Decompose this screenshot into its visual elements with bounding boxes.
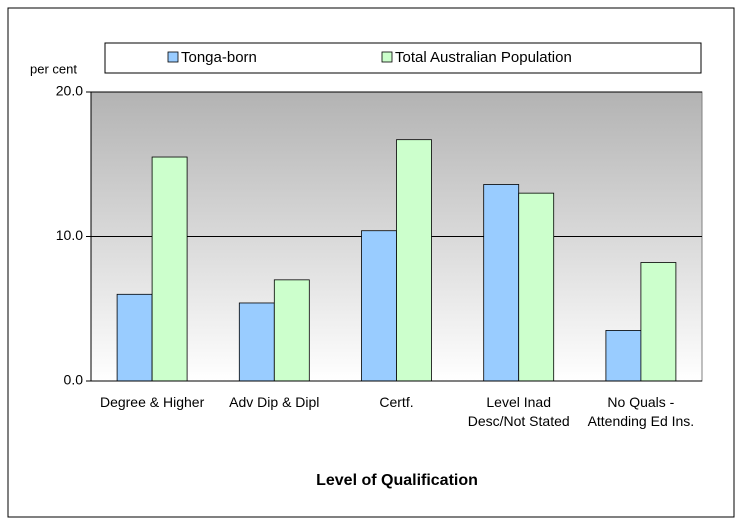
- bar: [518, 192, 555, 382]
- bar: [605, 330, 642, 382]
- y-tick-label: 0.0: [64, 372, 84, 388]
- x-tick-label: No Quals - Attending Ed Ins.: [587, 394, 695, 429]
- legend-label: Tonga-born: [181, 49, 257, 66]
- legend-swatch: [381, 51, 393, 63]
- y-axis-label: per cent: [30, 61, 77, 76]
- bar: [396, 139, 432, 382]
- bar: [483, 184, 520, 382]
- x-tick-label: Adv Dip & Dipl: [229, 394, 320, 410]
- legend-label: Total Australian Population: [395, 49, 572, 66]
- x-tick-label: Certf.: [379, 394, 414, 410]
- bar: [151, 156, 188, 382]
- x-tick-label: Level Inad Desc/Not Stated: [467, 394, 570, 429]
- bar: [238, 302, 275, 382]
- bar: [361, 230, 397, 382]
- bar: [640, 262, 677, 382]
- legend-box: [104, 42, 702, 74]
- x-axis-label: Level of Qualification: [316, 472, 478, 489]
- x-tick-label: Degree & Higher: [99, 394, 205, 410]
- bar: [273, 279, 310, 382]
- legend-swatch: [167, 51, 179, 63]
- bar: [116, 293, 153, 382]
- y-tick-label: 10.0: [56, 227, 83, 243]
- y-tick-label: 20.0: [56, 83, 83, 99]
